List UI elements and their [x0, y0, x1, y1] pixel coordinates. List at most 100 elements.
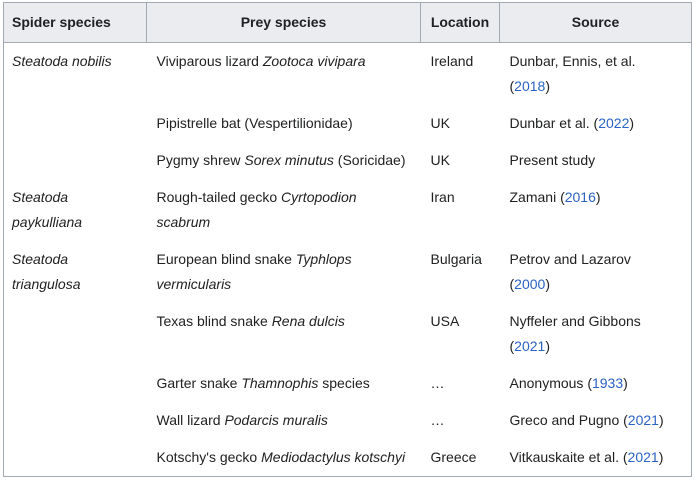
text-segment: Dunbar et al. ( [509, 115, 599, 131]
scientific-name: Sorex minutus [244, 152, 334, 168]
prey-cell: Kotschy's gecko Mediodactylus kotschyi [146, 439, 421, 477]
text-segment: ) [595, 189, 601, 205]
text-segment: Pipistrelle bat (Vespertilionidae) [156, 115, 353, 131]
location-cell: Greece [420, 439, 500, 477]
text-segment: Nyffeler and Gibbons [509, 313, 641, 329]
column-header-location: Location [420, 2, 500, 43]
table-row: Steatoda triangulosa European blind snake … [3, 241, 692, 303]
text-segment: Viviparous lizard [156, 53, 263, 69]
text-segment: ) [545, 78, 550, 94]
table-body: Steatoda nobilis Viviparous lizard Zootoc… [3, 42, 692, 477]
table-row: Pipistrelle bat (Vespertilionidae) UK Dunb… [3, 105, 692, 142]
prey-cell: Garter snake Thamnophis species [146, 365, 421, 402]
reference-year-link[interactable]: 2018 [514, 78, 546, 94]
text-segment: Anonymous ( [509, 375, 592, 391]
reference-year-link[interactable]: 2021 [627, 449, 659, 465]
text-segment: (Soricidae) [333, 152, 406, 168]
scientific-name: paykulliana [12, 214, 83, 230]
spider-cell [3, 142, 147, 179]
source-cell: Greco and Pugno (2021) [499, 402, 692, 439]
scientific-name: Mediodactylus kotschyi [261, 449, 406, 465]
spider-cell: Steatoda triangulosa [3, 241, 147, 303]
scientific-name: Podarcis muralis [224, 412, 328, 428]
prey-cell: Wall lizard Podarcis muralis [146, 402, 421, 439]
spider-cell: Steatoda nobilis [3, 42, 147, 105]
location-cell: … [420, 365, 500, 402]
text-segment: ( [509, 78, 515, 94]
text-segment: European blind snake [156, 251, 296, 267]
prey-cell: Viviparous lizard Zootoca vivipara [146, 42, 421, 105]
spider-cell [3, 105, 147, 142]
prey-cell: Pygmy shrew Sorex minutus (Soricidae) [146, 142, 421, 179]
text-segment: ( [509, 338, 515, 354]
text-segment: ) [629, 115, 635, 131]
location-text: Greece [430, 449, 477, 465]
table-row: Steatoda nobilis Viviparous lizard Zootoc… [3, 42, 692, 105]
location-cell: UK [420, 105, 500, 142]
scientific-name: vermicularis [156, 276, 232, 292]
location-cell: … [420, 402, 500, 439]
prey-cell: Texas blind snake Rena dulcis [146, 303, 421, 365]
text-segment: Present study [509, 152, 596, 168]
source-cell: Dunbar et al. (2022) [499, 105, 692, 142]
scientific-name: Rena dulcis [271, 313, 345, 329]
column-header-source: Source [499, 2, 692, 43]
table-row: Kotschy's gecko Mediodactylus kotschyi Gr… [3, 439, 692, 477]
table-row: Texas blind snake Rena dulcis USA Nyffeler… [3, 303, 692, 365]
location-text: UK [430, 152, 450, 168]
scientific-name: Zootoca vivipara [262, 53, 366, 69]
scientific-name: Typhlops [295, 251, 352, 267]
text-segment: ( [509, 276, 515, 292]
scientific-name: Cyrtopodion [281, 189, 357, 205]
reference-year-link[interactable]: 2021 [627, 412, 659, 428]
reference-year-link[interactable]: 1933 [591, 375, 624, 391]
location-text: … [430, 375, 445, 391]
text-segment: Petrov and Lazarov [509, 251, 631, 267]
source-cell: Present study [499, 142, 692, 179]
spider-cell [3, 365, 147, 402]
reference-year-link[interactable]: 2022 [598, 115, 630, 131]
spider-cell [3, 303, 147, 365]
scientific-name: Steatoda [12, 251, 69, 267]
table-row: Wall lizard Podarcis muralis … Greco and P… [3, 402, 692, 439]
source-cell: Nyffeler and Gibbons (2021) [499, 303, 692, 365]
text-segment: Dunbar, Ennis, et al. [509, 53, 636, 69]
text-segment: ) [545, 338, 550, 354]
source-cell: Dunbar, Ennis, et al. (2018) [499, 42, 692, 105]
text-segment: ) [545, 276, 550, 292]
text-segment: ) [658, 412, 664, 428]
text-segment: Kotschy's gecko [156, 449, 262, 465]
text-segment: Garter snake [156, 375, 242, 391]
location-text: USA [430, 313, 460, 329]
scientific-name: Steatoda nobilis [12, 53, 112, 69]
source-cell: Zamani (2016) [499, 179, 692, 241]
location-text: Bulgaria [430, 251, 482, 267]
scientific-name: scabrum [156, 214, 211, 230]
text-segment: Vitkauskaite et al. ( [509, 449, 628, 465]
text-segment: Greco and Pugno ( [509, 412, 628, 428]
reference-year-link[interactable]: 2000 [514, 276, 546, 292]
text-segment: ) [658, 449, 664, 465]
text-segment: Texas blind snake [156, 313, 272, 329]
text-segment: Wall lizard [156, 412, 225, 428]
location-cell: Bulgaria [420, 241, 500, 303]
location-text: Iran [430, 189, 455, 205]
header-row: Spider species Prey species Location Sou… [3, 2, 692, 43]
text-segment: Pygmy shrew [156, 152, 245, 168]
table-row: Steatoda paykulliana Rough-tailed gecko Cy… [3, 179, 692, 241]
spider-prey-table: Spider species Prey species Location Sou… [3, 2, 692, 477]
location-cell: Ireland [420, 42, 500, 105]
column-header-prey-species: Prey species [146, 2, 421, 43]
page: Spider species Prey species Location Sou… [3, 2, 692, 477]
text-segment: ) [623, 375, 628, 391]
spider-cell [3, 439, 147, 477]
spider-cell [3, 402, 147, 439]
prey-cell: European blind snake Typhlops vermiculari… [146, 241, 421, 303]
reference-year-link[interactable]: 2016 [564, 189, 596, 205]
reference-year-link[interactable]: 2021 [514, 338, 546, 354]
table-row: Garter snake Thamnophis species … Anonymou… [3, 365, 692, 402]
location-cell: UK [420, 142, 500, 179]
location-cell: Iran [420, 179, 500, 241]
scientific-name: triangulosa [12, 276, 81, 292]
text-segment: species [318, 375, 370, 391]
